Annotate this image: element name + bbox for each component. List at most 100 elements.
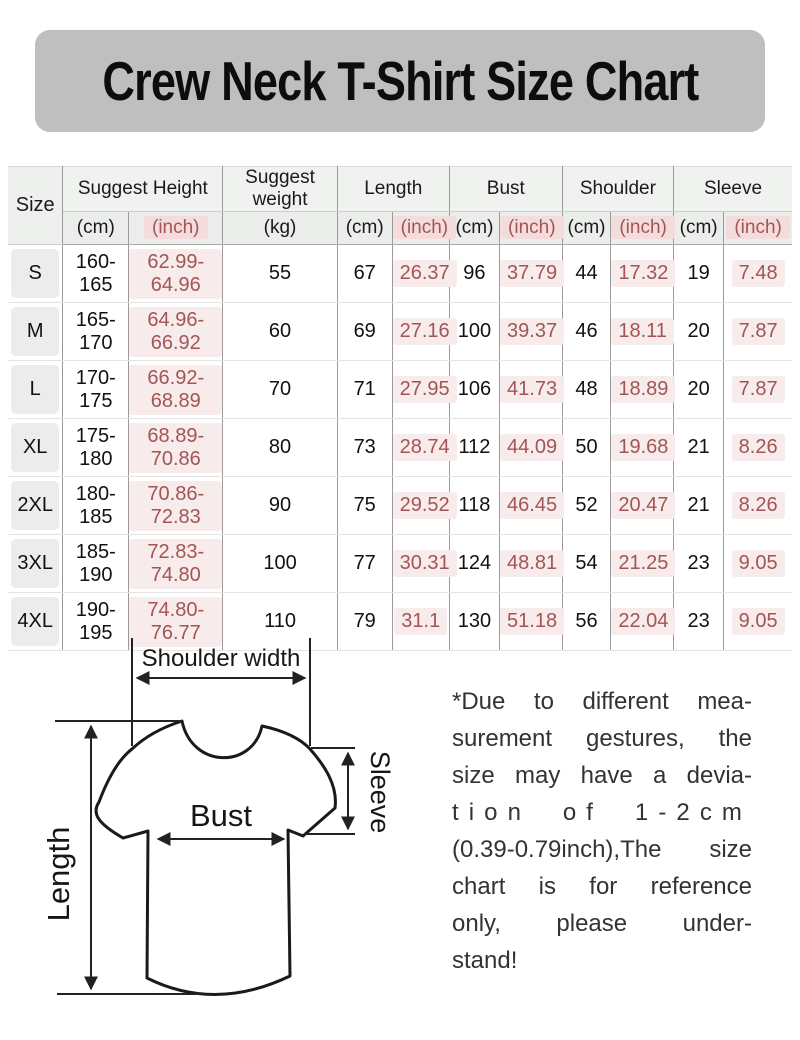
cell-length_inch: 27.95 (392, 360, 457, 419)
cell-bust_cm: 124 (449, 534, 501, 593)
header-bust: Bust (449, 166, 563, 212)
cell-shoulder_inch: 20.47 (610, 476, 676, 535)
cell-height_inch: 62.99-64.96 (128, 244, 224, 303)
title-banner: Crew Neck T-Shirt Size Chart (35, 30, 765, 132)
cell-height_inch: 72.83-74.80 (128, 534, 224, 593)
unit-height-inch: (inch) (128, 211, 224, 245)
note-line: chart is for reference (452, 873, 752, 900)
cell-sleeve_inch: 7.48 (723, 244, 792, 303)
cell-weight_kg: 60 (222, 302, 338, 361)
unit-length-cm: (cm) (337, 211, 393, 245)
cell-bust_cm: 112 (449, 418, 501, 477)
cell-size: 4XL (8, 592, 64, 651)
note-line: *Due to different mea- (452, 688, 752, 715)
header-shoulder: Shoulder (562, 166, 675, 212)
table-row: M 165-170 64.96-66.92 60 69 27.16 100 39.37 46 18… (8, 302, 792, 361)
cell-shoulder_cm: 50 (562, 418, 612, 477)
page-title: Crew Neck T-Shirt Size Chart (101, 50, 699, 112)
cell-length_cm: 73 (337, 418, 393, 477)
cell-shoulder_inch: 18.11 (610, 302, 675, 361)
cell-length_inch: 29.52 (392, 476, 457, 535)
header-length: Length (337, 166, 450, 212)
cell-length_cm: 75 (337, 476, 393, 535)
header-sleeve: Sleeve (673, 166, 792, 212)
cell-height_cm: 180-185 (62, 476, 130, 535)
bust-label: Bust (190, 798, 252, 833)
cell-sleeve_cm: 20 (673, 360, 725, 419)
table-row: S 160-165 62.99-64.96 55 67 26.37 96 37.79 44 17.… (8, 244, 792, 303)
cell-height_cm: 190-195 (62, 592, 130, 651)
note-line: only, please under- (452, 910, 752, 937)
cell-shoulder_cm: 46 (562, 302, 612, 361)
cell-size: M (8, 302, 64, 361)
cell-shoulder_cm: 54 (562, 534, 612, 593)
cell-length_cm: 77 (337, 534, 393, 593)
header-suggest-weight: Suggest weight (222, 166, 338, 212)
cell-bust_inch: 51.18 (499, 592, 565, 651)
cell-size: 2XL (8, 476, 64, 535)
cell-height_cm: 170-175 (62, 360, 130, 419)
cell-length_cm: 71 (337, 360, 393, 419)
unit-weight-kg: (kg) (222, 211, 338, 245)
cell-shoulder_inch: 22.04 (610, 592, 676, 651)
table-row: 4XL 190-195 74.80-76.77 110 79 31.1 130 51.18 56… (8, 592, 792, 651)
cell-shoulder_cm: 56 (562, 592, 612, 651)
cell-shoulder_inch: 21.25 (610, 534, 676, 593)
cell-shoulder_inch: 19.68 (610, 418, 676, 477)
cell-sleeve_inch: 9.05 (723, 534, 792, 593)
cell-height_inch: 68.89-70.86 (128, 418, 224, 477)
cell-bust_inch: 37.79 (499, 244, 565, 303)
header-size: Size (8, 166, 64, 245)
tshirt-outline (94, 719, 337, 996)
sleeve-label: Sleeve (365, 751, 395, 834)
unit-shoulder-inch: (inch) (610, 211, 675, 245)
cell-height_cm: 160-165 (62, 244, 130, 303)
unit-sleeve-cm: (cm) (673, 211, 725, 245)
note-line: tion of 1-2cm (452, 799, 752, 826)
cell-bust_inch: 48.81 (499, 534, 565, 593)
cell-height_inch: 70.86-72.83 (128, 476, 224, 535)
cell-height_inch: 64.96-66.92 (128, 302, 224, 361)
cell-length_inch: 30.31 (392, 534, 457, 593)
tshirt-measurement-diagram: Shoulder width Length Bust Sleeve (41, 638, 395, 996)
cell-bust_inch: 46.45 (499, 476, 565, 535)
cell-length_inch: 31.1 (392, 592, 450, 651)
cell-bust_cm: 130 (449, 592, 501, 651)
cell-size: S (8, 244, 64, 303)
cell-bust_cm: 106 (449, 360, 501, 419)
cell-length_inch: 27.16 (392, 302, 457, 361)
cell-shoulder_cm: 44 (562, 244, 612, 303)
cell-weight_kg: 80 (222, 418, 338, 477)
header-row-groups: Size Suggest Height Suggest weight Lengt… (8, 166, 792, 245)
header-suggest-height: Suggest Height (62, 166, 224, 212)
cell-height_cm: 165-170 (62, 302, 130, 361)
shoulder-width-label: Shoulder width (142, 645, 301, 672)
cell-weight_kg: 70 (222, 360, 338, 419)
unit-bust-inch: (inch) (499, 211, 564, 245)
table-row: XL 175-180 68.89-70.86 80 73 28.74 112 44.09 50 1… (8, 418, 792, 477)
cell-bust_inch: 39.37 (499, 302, 565, 361)
cell-shoulder_cm: 48 (562, 360, 612, 419)
cell-height_inch: 74.80-76.77 (128, 592, 224, 651)
cell-bust_cm: 100 (449, 302, 501, 361)
cell-sleeve_cm: 23 (673, 592, 725, 651)
cell-sleeve_inch: 9.05 (723, 592, 792, 651)
unit-height-cm: (cm) (62, 211, 130, 245)
cell-sleeve_cm: 23 (673, 534, 725, 593)
cell-length_inch: 26.37 (392, 244, 457, 303)
cell-size: L (8, 360, 64, 419)
cell-length_cm: 79 (337, 592, 393, 651)
cell-sleeve_inch: 8.26 (723, 476, 792, 535)
unit-shoulder-cm: (cm) (562, 211, 612, 245)
cell-sleeve_cm: 21 (673, 418, 725, 477)
note-line: surement gestures, the (452, 725, 752, 752)
measurement-note: *Due to different mea- surement gestures… (452, 683, 752, 979)
table-row: 3XL 185-190 72.83-74.80 100 77 30.31 124 48.81 5… (8, 534, 792, 593)
cell-bust_inch: 41.73 (499, 360, 565, 419)
header-row-units: (cm) (inch) (kg) (cm) (inch) (cm) (inch)… (8, 211, 792, 245)
cell-height_cm: 175-180 (62, 418, 130, 477)
cell-sleeve_cm: 20 (673, 302, 725, 361)
note-line: stand! (452, 947, 518, 974)
unit-bust-cm: (cm) (449, 211, 501, 245)
table-row: 2XL 180-185 70.86-72.83 90 75 29.52 118 46.45 52… (8, 476, 792, 535)
